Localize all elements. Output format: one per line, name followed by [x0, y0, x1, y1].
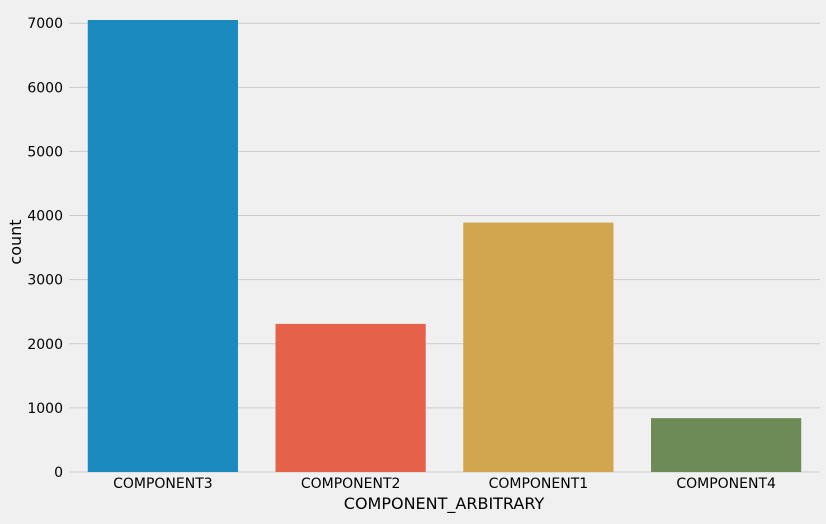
bar-component1 [463, 222, 614, 472]
y-tick-label: 7000 [27, 16, 63, 32]
x-tick-label: COMPONENT1 [489, 476, 589, 492]
bars [87, 20, 802, 472]
y-tick-labels: 0 1000 2000 3000 4000 5000 6000 7000 [27, 16, 63, 481]
y-tick-label: 1000 [27, 401, 63, 417]
x-tick-labels: COMPONENT3 COMPONENT2 COMPONENT1 COMPONENT4 [113, 476, 776, 492]
y-axis-label: count [6, 219, 25, 264]
bar-component4 [651, 418, 802, 472]
y-tick-label: 4000 [27, 209, 63, 225]
bar-component2 [275, 323, 426, 472]
y-tick-label: 3000 [27, 273, 63, 289]
y-tick-label: 6000 [27, 80, 63, 96]
x-tick-label: COMPONENT3 [113, 476, 213, 492]
y-tick-label: 0 [54, 465, 63, 481]
y-tick-label: 2000 [27, 337, 63, 353]
y-tick-label: 5000 [27, 144, 63, 160]
x-tick-label: COMPONENT2 [301, 476, 401, 492]
x-axis-label: COMPONENT_ARBITRARY [344, 494, 545, 514]
bar-component3 [87, 20, 238, 472]
x-tick-label: COMPONENT4 [676, 476, 776, 492]
